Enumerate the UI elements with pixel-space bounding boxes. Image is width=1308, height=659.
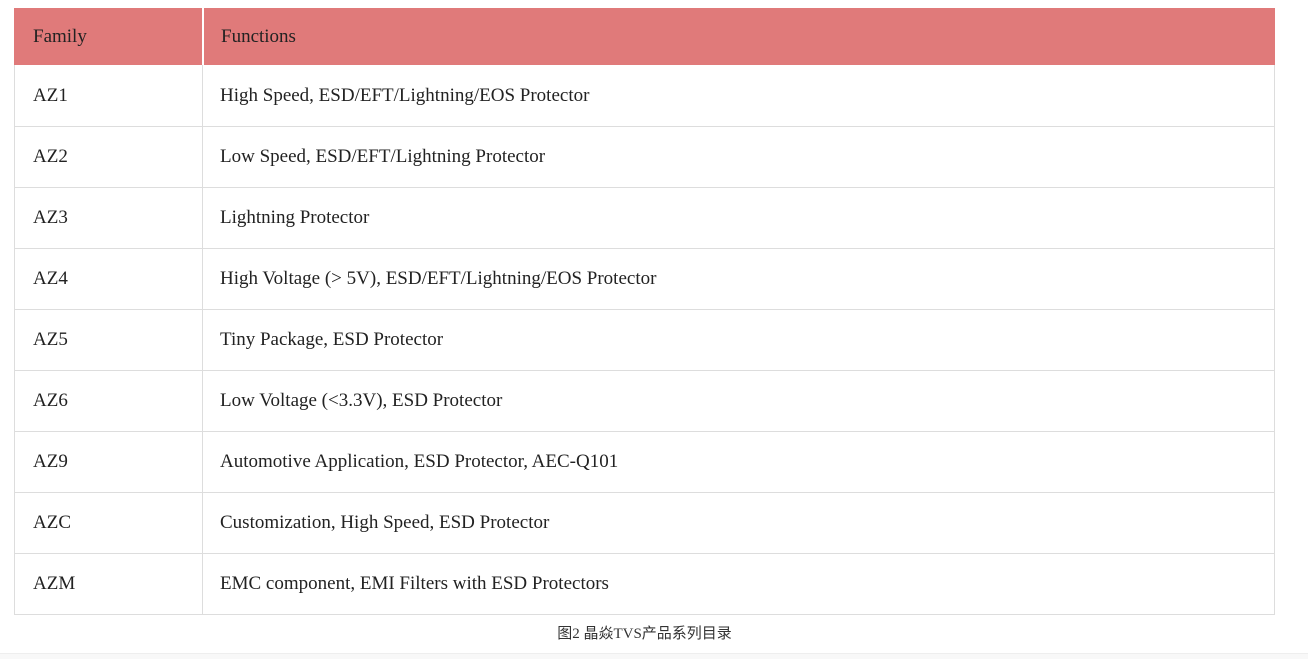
table-header-row: Family Functions [14,8,1275,65]
functions-cell: Customization, High Speed, ESD Protector [202,493,1274,553]
functions-cell: EMC component, EMI Filters with ESD Prot… [202,554,1274,614]
table-row: AZ3 Lightning Protector [15,187,1274,248]
table-row: AZC Customization, High Speed, ESD Prote… [15,492,1274,553]
functions-cell: Lightning Protector [202,188,1274,248]
table-row: AZ6 Low Voltage (<3.3V), ESD Protector [15,370,1274,431]
functions-cell: Tiny Package, ESD Protector [202,310,1274,370]
family-cell: AZ5 [33,329,68,350]
family-cell: AZC [33,512,71,533]
family-cell: AZ6 [33,390,68,411]
family-cell: AZ9 [33,451,68,472]
table-row: AZ4 High Voltage (> 5V), ESD/EFT/Lightni… [15,248,1274,309]
functions-cell: Low Voltage (<3.3V), ESD Protector [202,371,1274,431]
table-row: AZ2 Low Speed, ESD/EFT/Lightning Protect… [15,126,1274,187]
functions-cell: High Speed, ESD/EFT/Lightning/EOS Protec… [202,65,1274,126]
functions-cell: Low Speed, ESD/EFT/Lightning Protector [202,127,1274,187]
table-header-family: Family [33,25,87,47]
functions-cell: Automotive Application, ESD Protector, A… [202,432,1274,492]
table-row: AZ1 High Speed, ESD/EFT/Lightning/EOS Pr… [15,65,1274,126]
page-bottom-divider [0,653,1308,659]
table-header-functions: Functions [202,8,1275,65]
figure-caption: 图2 晶焱TVS产品系列目录 [557,626,732,642]
family-cell: AZM [33,573,76,594]
family-cell: AZ4 [33,268,68,289]
table-body: AZ1 High Speed, ESD/EFT/Lightning/EOS Pr… [14,65,1275,615]
table-row: AZ5 Tiny Package, ESD Protector [15,309,1274,370]
family-cell: AZ3 [33,207,68,228]
table-row: AZ9 Automotive Application, ESD Protecto… [15,431,1274,492]
family-cell: AZ1 [33,84,68,106]
product-family-table: Family Functions AZ1 High Speed, ESD/EFT… [14,8,1275,615]
table-row: AZM EMC component, EMI Filters with ESD … [15,553,1274,614]
family-cell: AZ2 [33,146,68,167]
functions-cell: High Voltage (> 5V), ESD/EFT/Lightning/E… [202,249,1274,309]
